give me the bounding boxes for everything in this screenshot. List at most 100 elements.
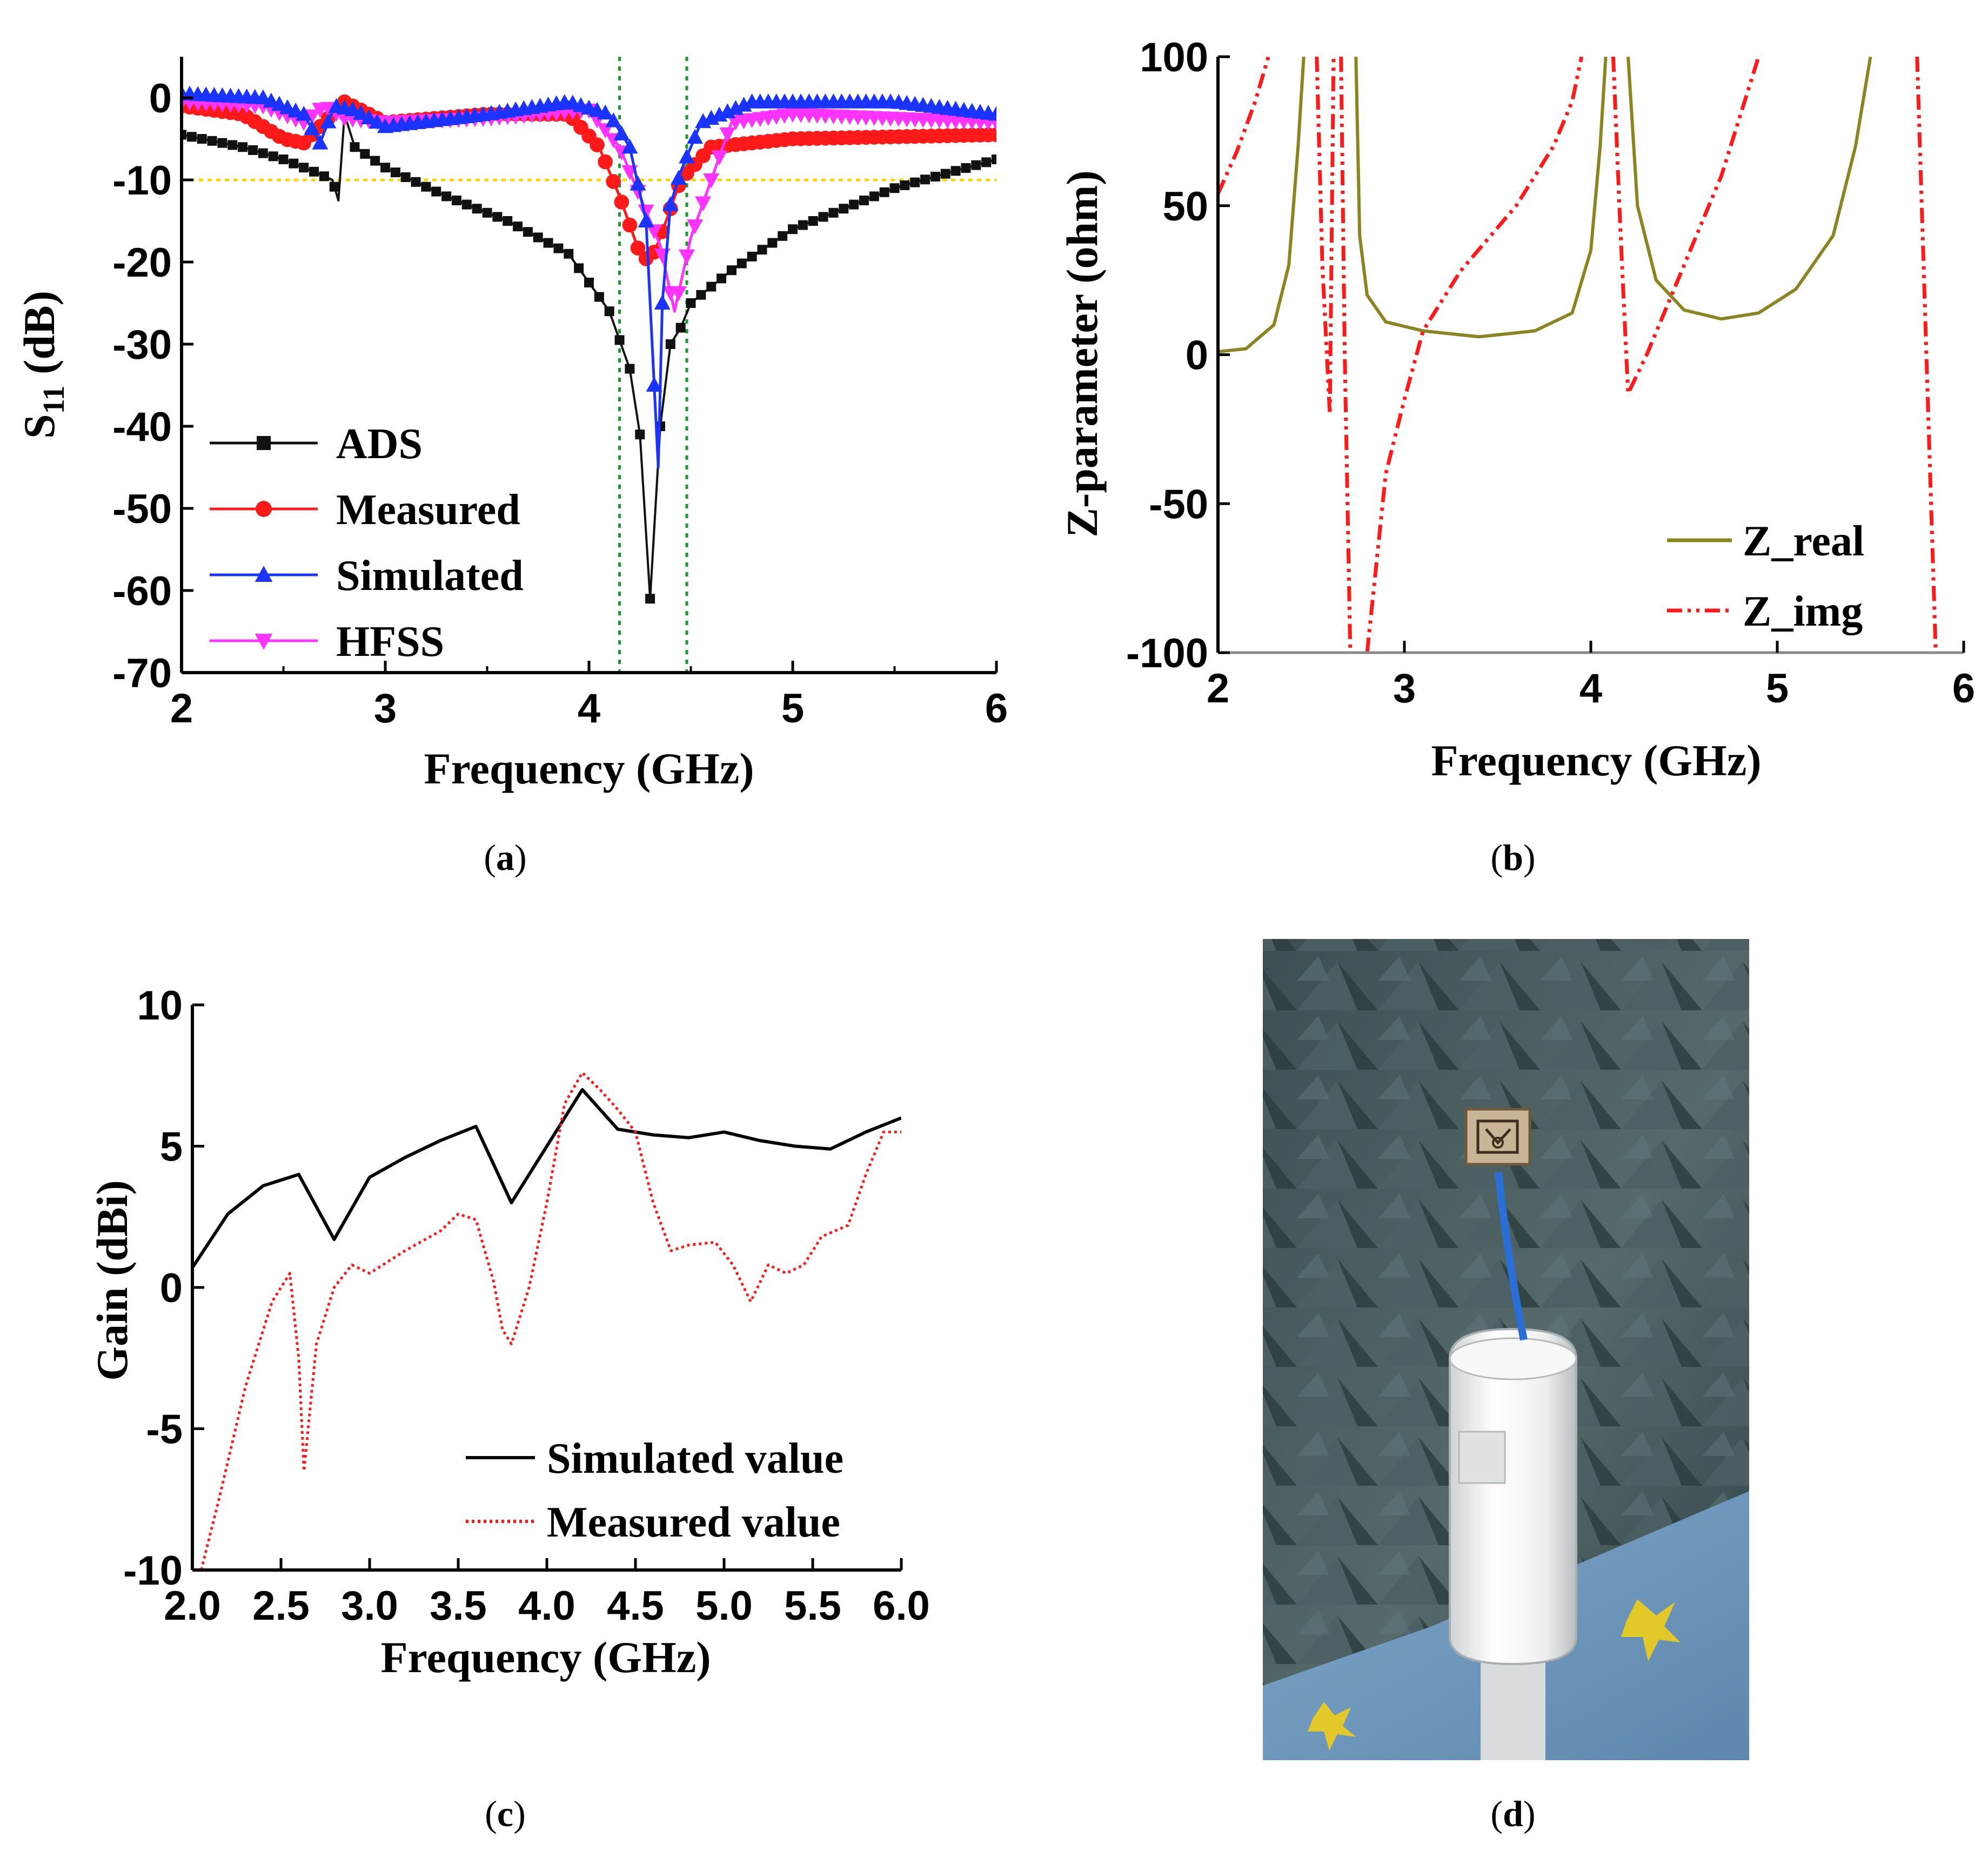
series-measured [182,94,996,266]
x-tick-label: 2 [1207,666,1229,712]
floor-marker-star [1621,1599,1681,1661]
y-tick-label: 10 [137,983,183,1029]
data-point-square-marker [757,245,767,255]
data-point-square-marker [319,171,329,182]
data-point-triangle-down-marker [304,109,320,125]
x-tick-label: 2.0 [164,1583,221,1629]
data-point-square-marker [992,155,996,164]
data-point-triangle-up-marker [654,294,671,310]
legend-label: Z_real [1743,518,1864,565]
data-point-square-marker [278,155,289,164]
panel-c-series [192,1071,901,1570]
data-point-square-marker [257,436,271,450]
y-tick-label: 100 [1140,35,1208,80]
y-tick-label: 50 [1162,184,1208,230]
data-point-square-marker [482,207,492,218]
data-point-square-marker [808,216,818,226]
panel-a-reference-lines [182,57,996,673]
series-ads [182,109,996,604]
legend-label: ADS [336,420,423,468]
data-point-square-marker [258,148,268,158]
legend-item-z_real: Z_real [1667,518,1864,565]
data-point-square-marker [268,151,278,162]
series-segment-z_img [1915,57,1938,653]
data-point-square-marker [400,172,411,182]
data-point-square-marker [940,169,951,179]
x-tick-label: 6 [1952,666,1975,712]
data-point-square-marker [186,132,197,142]
x-tick-label: 2 [170,686,193,732]
data-point-square-marker [472,204,482,214]
data-point-square-marker [329,182,339,192]
y-tick-label: -50 [112,486,172,532]
data-point-square-marker [696,290,706,300]
x-tick-label: 4.5 [607,1583,664,1629]
data-point-square-marker [767,238,778,248]
panel-a-series [182,85,996,604]
legend-item-z_img: Z_img [1667,588,1863,635]
x-tick-label: 3.0 [341,1583,398,1629]
legend-label: Simulated [336,552,524,600]
series-segment-z_real [1626,57,1872,321]
series-simulated [182,85,996,469]
data-point-triangle-up-marker [613,125,630,140]
y-tick-label: 0 [160,1265,183,1311]
x-tick-label: 4 [578,686,600,732]
panel-c-caption-letter: c [497,1793,513,1834]
data-point-square-marker [818,212,828,222]
y-tick-label: -40 [112,404,172,450]
data-point-square-marker [920,175,931,185]
panel-b-legend: Z_real Z_img [1667,518,1864,635]
data-point-square-marker [706,281,717,292]
data-point-triangle-down-marker [703,173,720,189]
data-point-square-marker [431,186,441,197]
legend-label: Measured [336,486,520,534]
panel-b-z-parameter-chart: 2 3 4 5 6 100 50 0 -50 -100 Z_real Z_img Frequency… [1057,35,1975,878]
data-point-square-marker [614,335,625,345]
data-point-square-marker [635,430,645,440]
data-point-triangle-down-marker [678,249,695,265]
data-point-square-marker [461,199,472,210]
y-tick-label: -30 [112,322,172,368]
legend-label: Simulated value [547,1435,844,1482]
x-tick-label: 3 [1393,666,1416,712]
data-point-square-marker [503,216,513,226]
data-point-square-marker [553,243,564,253]
data-point-circle-marker [598,154,613,170]
data-point-circle-marker [622,217,638,233]
data-point-triangle-up-marker [360,109,377,124]
data-point-square-marker [594,292,604,302]
panel-a-y-axis-title-unit: (dB) [15,291,64,385]
data-point-triangle-up-marker [621,138,638,154]
data-point-square-marker [380,163,390,173]
x-tick-label: 5 [781,686,804,732]
data-point-triangle-up-marker [646,377,662,392]
data-point-circle-marker [590,137,605,152]
data-point-square-marker [564,249,574,259]
panel-a-x-axis-title: Frequency (GHz) [424,744,754,793]
panel-d-photo: (d) [1263,939,1749,1834]
foam-cylinder [1449,1327,1577,1666]
data-point-square-marker [492,212,503,222]
data-point-square-marker [717,273,727,284]
series-segment-z_real [1218,57,1306,353]
data-point-square-marker [441,191,452,202]
data-point-square-marker [930,171,940,182]
data-point-square-marker [247,145,258,155]
panel-c-y-axis-title: Gain (dBi) [88,1180,137,1380]
data-point-square-marker [889,183,900,193]
data-point-triangle-up-marker [320,113,337,129]
data-point-square-marker [839,204,849,214]
panel-a-caption: (a) [484,837,526,878]
data-point-square-marker [798,220,808,230]
data-point-triangle-up-marker [630,176,646,191]
data-point-square-marker [299,163,309,173]
panel-c-legend: Simulated value Measured value [466,1435,844,1546]
data-point-triangle-up-marker [687,129,704,144]
panel-b-series [1218,57,1938,653]
series-line-simulated-value [192,1088,901,1269]
panel-a-y-axis-title: S11 (dB) [15,291,71,439]
panel-a-legend: ADS Measured Simulated HFSS [210,420,524,666]
data-point-triangle-up-marker [638,212,654,227]
y-tick-label: 0 [149,76,172,122]
